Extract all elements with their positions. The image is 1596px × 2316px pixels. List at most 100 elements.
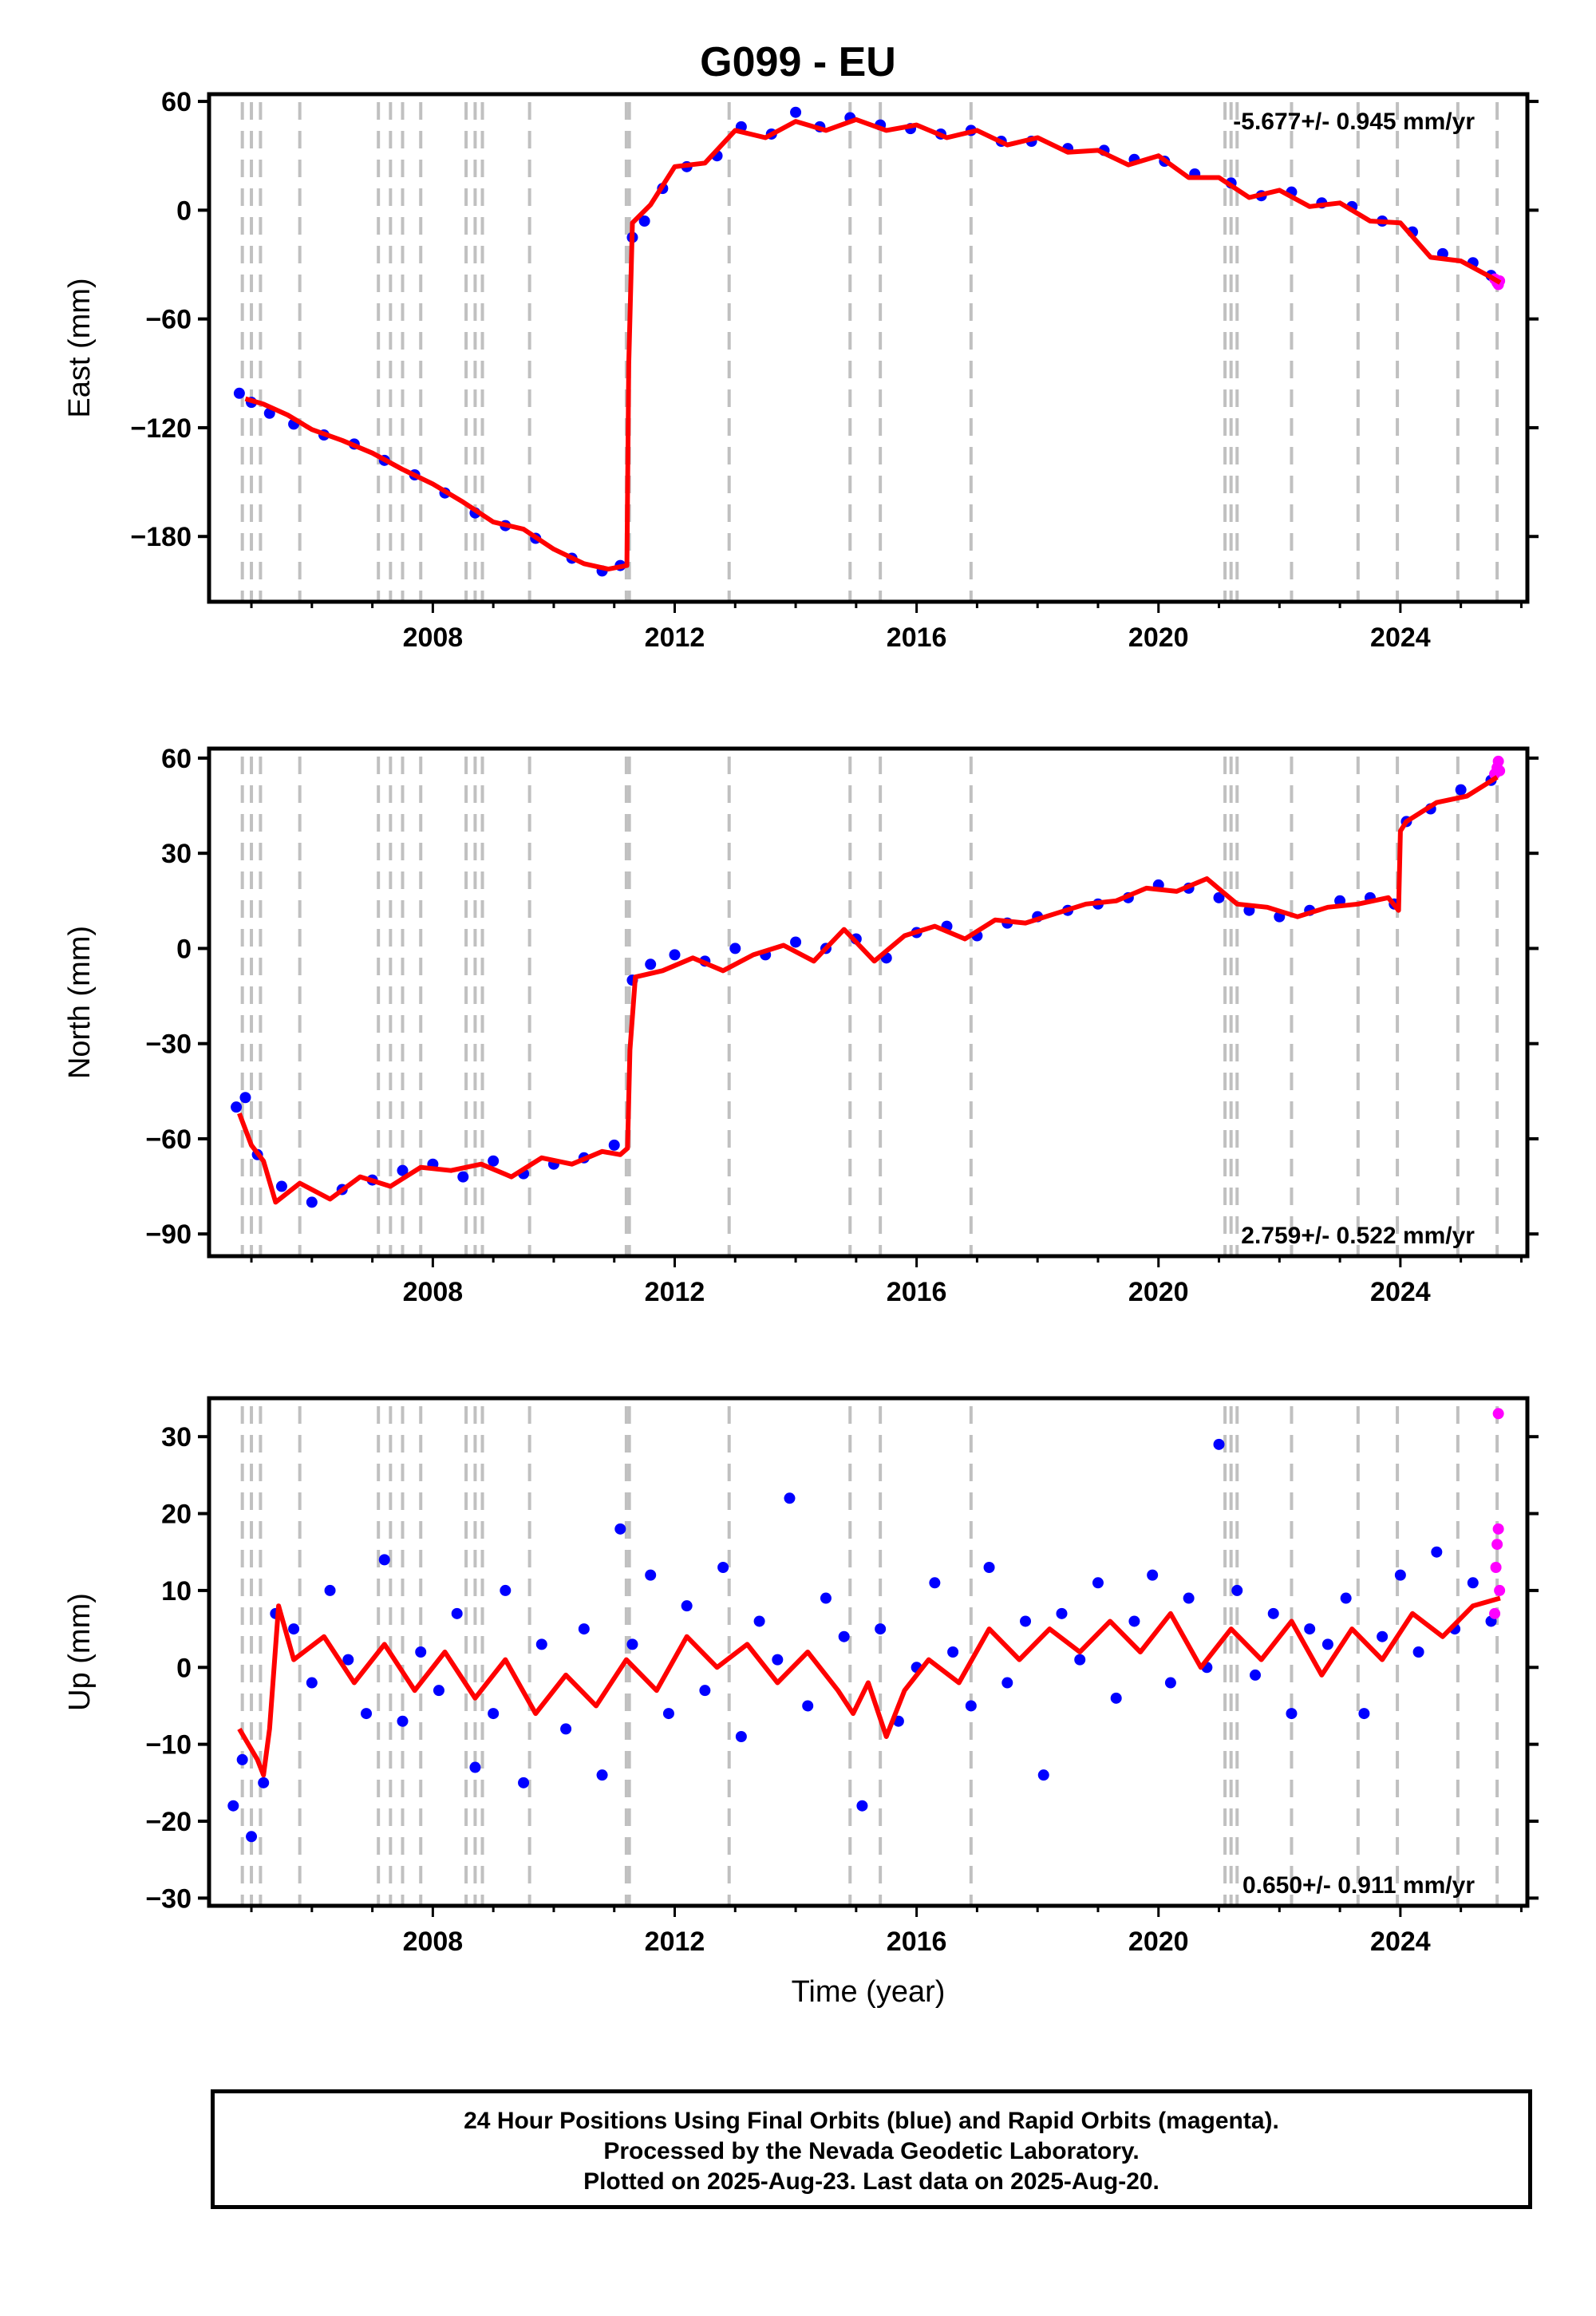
north-xtick-label: 2008: [403, 1277, 464, 1307]
up-ylabel: Up (mm): [63, 1593, 97, 1711]
up-final-point: [1394, 1569, 1406, 1581]
up-xtick-label: 2012: [645, 1927, 705, 1957]
north-xtick-label: 2024: [1370, 1277, 1431, 1307]
up-final-point: [324, 1584, 336, 1596]
north-ytick-label: −90: [145, 1219, 192, 1250]
east-fit-line: [244, 117, 1502, 572]
up-final-point: [1164, 1677, 1176, 1689]
up-ytick-label: 10: [161, 1576, 192, 1607]
up-final-point: [772, 1654, 784, 1666]
north-final-point: [239, 1092, 251, 1104]
east-ytick-label: −60: [145, 305, 192, 335]
east-xtick-label: 2012: [645, 622, 705, 653]
up-xtick-label: 2016: [887, 1927, 947, 1957]
up-final-point: [518, 1777, 530, 1788]
north-final-point: [457, 1171, 469, 1183]
up-final-point: [433, 1685, 444, 1697]
up-final-point: [535, 1638, 547, 1650]
chart-title: G099 - EU: [700, 39, 896, 85]
north-final-point: [1213, 891, 1225, 903]
east-ytick-label: 60: [161, 87, 192, 117]
up-final-point: [735, 1731, 747, 1742]
up-ytick-label: −30: [145, 1883, 192, 1914]
up-final-point: [1267, 1607, 1279, 1619]
up-final-point: [288, 1623, 300, 1635]
up-final-point: [1020, 1615, 1032, 1627]
north-rate-label: 2.759+/- 0.522 mm/yr: [1241, 1223, 1475, 1249]
up-fit-line: [237, 1595, 1501, 1778]
up-rapid-point: [1490, 1562, 1502, 1573]
north-ytick-label: 30: [161, 839, 192, 869]
up-final-point: [469, 1761, 481, 1773]
up-final-point: [856, 1800, 868, 1812]
up-rapid-point: [1492, 1523, 1504, 1535]
up-final-point: [1056, 1607, 1068, 1619]
up-final-point: [488, 1708, 500, 1720]
up-final-point: [1340, 1592, 1352, 1604]
up-final-point: [1147, 1569, 1159, 1581]
north-rapid-point: [1492, 755, 1504, 767]
east-final-point: [790, 106, 802, 118]
up-panel: 30 20 10 0 −10 −20 −30 2008 2012 2016 2020 2024 Up (…: [63, 1396, 1539, 2009]
north-ytick-label: −60: [145, 1124, 192, 1155]
north-xtick-label: 2012: [645, 1277, 705, 1307]
up-final-point: [875, 1623, 887, 1635]
up-final-point: [500, 1584, 512, 1596]
up-rapid-point: [1491, 1539, 1503, 1551]
up-final-point: [397, 1715, 409, 1727]
up-final-point: [1467, 1577, 1479, 1589]
east-final-point: [233, 387, 245, 399]
up-final-point: [699, 1685, 711, 1697]
north-final-point: [397, 1164, 409, 1176]
north-final-point: [231, 1101, 243, 1113]
up-final-point: [560, 1723, 572, 1735]
up-final-point: [662, 1708, 674, 1720]
north-final-point: [608, 1139, 620, 1151]
up-rapid-point: [1494, 1584, 1506, 1596]
east-final-point: [638, 215, 650, 227]
up-final-point: [236, 1753, 248, 1765]
up-ytick-label: −20: [145, 1807, 192, 1837]
up-xlabel: Time (year): [792, 1975, 946, 2009]
up-xtick-label: 2008: [403, 1927, 464, 1957]
up-final-point: [1231, 1584, 1243, 1596]
up-final-point: [929, 1577, 941, 1589]
up-final-point: [1431, 1546, 1443, 1558]
east-rate-label: -5.677+/- 0.945 mm/yr: [1233, 109, 1475, 135]
up-final-point: [378, 1554, 390, 1566]
up-ytick-label: −10: [145, 1730, 192, 1761]
north-frame: [207, 746, 1530, 1259]
up-final-point: [626, 1638, 638, 1650]
up-final-point: [227, 1800, 239, 1812]
up-final-point: [947, 1646, 959, 1658]
up-final-point: [1249, 1669, 1261, 1681]
footer-line-3: Plotted on 2025-Aug-23. Last data on 202…: [583, 2168, 1159, 2195]
up-final-point: [1321, 1638, 1333, 1650]
up-final-point: [645, 1569, 657, 1581]
up-final-point: [451, 1607, 463, 1619]
north-panel: 60 30 0 −30 −60 −90 2008 2012 2016 2020 2024 North …: [63, 744, 1539, 1307]
north-final-point: [1455, 784, 1467, 796]
north-ytick-label: −30: [145, 1030, 192, 1060]
up-rapid-point: [1489, 1607, 1501, 1619]
up-rate-label: 0.650+/- 0.911 mm/yr: [1242, 1872, 1475, 1899]
north-final-point: [488, 1155, 500, 1167]
up-final-point: [258, 1777, 270, 1788]
north-xtick-label: 2020: [1128, 1277, 1189, 1307]
up-final-point: [578, 1623, 590, 1635]
up-final-point: [681, 1600, 693, 1612]
east-ytick-label: 0: [176, 196, 192, 226]
up-final-point: [246, 1831, 258, 1843]
east-xtick-label: 2016: [887, 622, 947, 653]
up-final-point: [1074, 1654, 1086, 1666]
up-final-point: [717, 1562, 729, 1573]
north-final-point: [669, 949, 681, 961]
up-final-point: [596, 1769, 608, 1781]
up-final-point: [342, 1654, 354, 1666]
up-final-point: [1001, 1677, 1013, 1689]
up-final-point: [753, 1615, 765, 1627]
footer-box: 24 Hour Positions Using Final Orbits (bl…: [211, 2089, 1532, 2209]
north-final-point: [306, 1196, 318, 1208]
footer-line-2: Processed by the Nevada Geodetic Laborat…: [603, 2138, 1140, 2164]
